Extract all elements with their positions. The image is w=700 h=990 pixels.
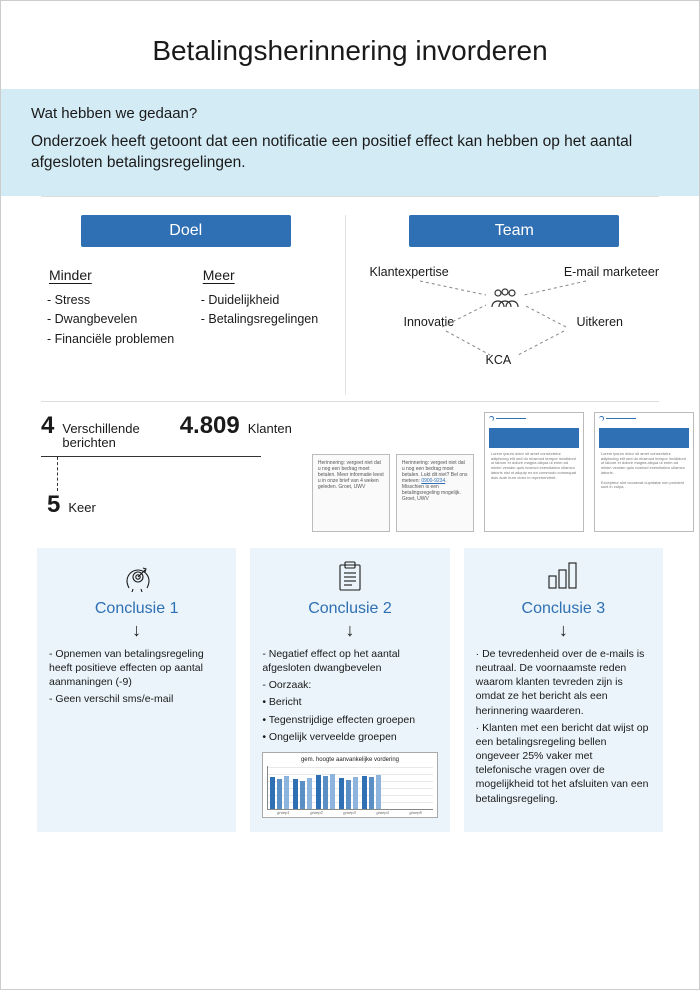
meer-list: DuidelijkheidBetalingsregelingen [195,291,331,330]
goal-pill: Doel [81,215,291,247]
bar [353,777,358,809]
stat-verschillende: 4 Verschillende berichten [41,412,140,451]
conc-bullet: - Geen verschil sms/e-mail [49,692,224,706]
bar [300,781,305,809]
conclusion-1: Conclusie 1 ↓ - Opnemen van betalingsreg… [37,548,236,832]
conc-bullet: - Oorzaak: [262,678,437,692]
meer-heading: Meer [203,267,331,283]
bar [323,776,328,809]
team-column: Team Klantexpertise E-mail marketeer Inn… [370,215,660,395]
bar-group [362,775,381,809]
team-connectors [370,265,660,395]
intro-subtitle: Wat hebben we gedaan? [31,105,669,122]
meer-item: Betalingsregelingen [201,310,331,329]
stat-keer-lbl: Keer [68,500,95,515]
conclusion-3-title: Conclusie 3 [476,600,651,618]
stats-left: 4 Verschillende berichten 4.809 Klanten … [41,412,292,520]
intro-section: Wat hebben we gedaan? Onderzoek heeft ge… [1,89,699,196]
stat-klanten-lbl: Klanten [248,421,292,436]
meer-block: Meer DuidelijkheidBetalingsregelingen [195,265,331,349]
conc-bullet: • Tegenstrijdige effecten groepen [262,713,437,727]
arrow-down-icon: ↓ [262,620,437,641]
conclusion-2-body: - Negatief effect op het aantal afgeslot… [262,647,437,744]
page: Betalingsherinnering invorderen Wat hebb… [0,0,700,990]
bar [277,779,282,809]
goal-column: Doel Minder StressDwangbevelenFinanciële… [41,215,346,395]
stat-klanten-num: 4.809 [180,412,240,440]
bar [284,776,289,809]
conc-bullet: - Opnemen van betalingsregeling heeft po… [49,647,224,690]
bar [346,780,351,809]
conc-bullet: - Negatief effect op het aantal afgeslot… [262,647,437,675]
team-pill: Team [409,215,619,247]
conc-paragraph: · Klanten met een bericht dat wijst op e… [476,721,651,806]
conclusion-1-title: Conclusie 1 [49,600,224,618]
stat-verschillende-lbl: Verschillende berichten [62,422,139,451]
stat-verschillende-num: 4 [41,412,54,440]
minder-item: Financiële problemen [47,330,177,349]
minder-heading: Minder [49,267,177,283]
bar [362,776,367,809]
mini-bar-chart: gem. hoogte aanvankelijke vordering groe… [262,752,437,818]
bar-group [270,776,289,809]
sms-thumb-2: Herinnering: vergeet niet dat u nog een … [396,454,474,532]
conc-bullet: • Ongelijk verveelde groepen [262,730,437,744]
stat-vertical-dash [57,457,292,491]
bar [270,777,275,809]
bar [293,779,298,809]
clipboard-icon [262,560,437,596]
x-label: groep2 [310,810,323,815]
meer-item: Duidelijkheid [201,291,331,310]
minder-list: StressDwangbevelenFinanciële problemen [41,291,177,349]
goal-team-row: Doel Minder StressDwangbevelenFinanciële… [31,197,669,395]
page-title: Betalingsherinnering invorderen [31,35,669,67]
minder-block: Minder StressDwangbevelenFinanciële prob… [41,265,177,349]
email-thumb-2: Lorem ipsum dolor sit amet consectetur a… [594,412,694,532]
arrow-down-icon: ↓ [476,620,651,641]
conclusion-1-body: - Opnemen van betalingsregeling heeft po… [49,647,224,707]
x-label: groep5 [409,810,422,815]
conclusions-row: Conclusie 1 ↓ - Opnemen van betalingsreg… [31,548,669,832]
conclusion-2-title: Conclusie 2 [262,600,437,618]
bar-group [339,777,358,809]
conclusion-3-body: · De tevredenheid over de e-mails is neu… [476,647,651,806]
conclusion-3: Conclusie 3 ↓ · De tevredenheid over de … [464,548,663,832]
stat-klanten: 4.809 Klanten [180,412,292,451]
conc-bullet: • Bericht [262,695,437,709]
arrow-down-icon: ↓ [49,620,224,641]
bar [316,775,321,809]
stats-section: 4 Verschillende berichten 4.809 Klanten … [31,412,669,532]
bar-group [293,778,312,809]
x-label: groep4 [376,810,389,815]
bar-group [316,774,335,809]
bar [339,778,344,809]
head-target-icon [49,560,224,596]
mini-chart-title: gem. hoogte aanvankelijke vordering [267,757,432,763]
x-label: groep3 [343,810,356,815]
team-diagram: Klantexpertise E-mail marketeer Innovati… [370,265,660,395]
minder-item: Stress [47,291,177,310]
bar [307,778,312,809]
bar [369,777,374,809]
sms-thumb-1: Herinnering: vergeet niet dat u nog een … [312,454,390,532]
intro-body: Onderzoek heeft getoont dat een notifica… [31,132,669,174]
bar [376,775,381,809]
conclusion-2: Conclusie 2 ↓ - Negatief effect op het a… [250,548,449,832]
conc-paragraph: · De tevredenheid over de e-mails is neu… [476,647,651,718]
minder-item: Dwangbevelen [47,310,177,329]
sample-thumbnails: Herinnering: vergeet niet dat u nog een … [312,412,694,532]
stat-keer-num: 5 [47,491,60,519]
stat-keer: 5 Keer [47,491,292,519]
email-thumb-1: Lorem ipsum dolor sit amet consectetur a… [484,412,584,532]
bars-icon [476,560,651,596]
bar [330,774,335,809]
x-label: groep1 [277,810,290,815]
